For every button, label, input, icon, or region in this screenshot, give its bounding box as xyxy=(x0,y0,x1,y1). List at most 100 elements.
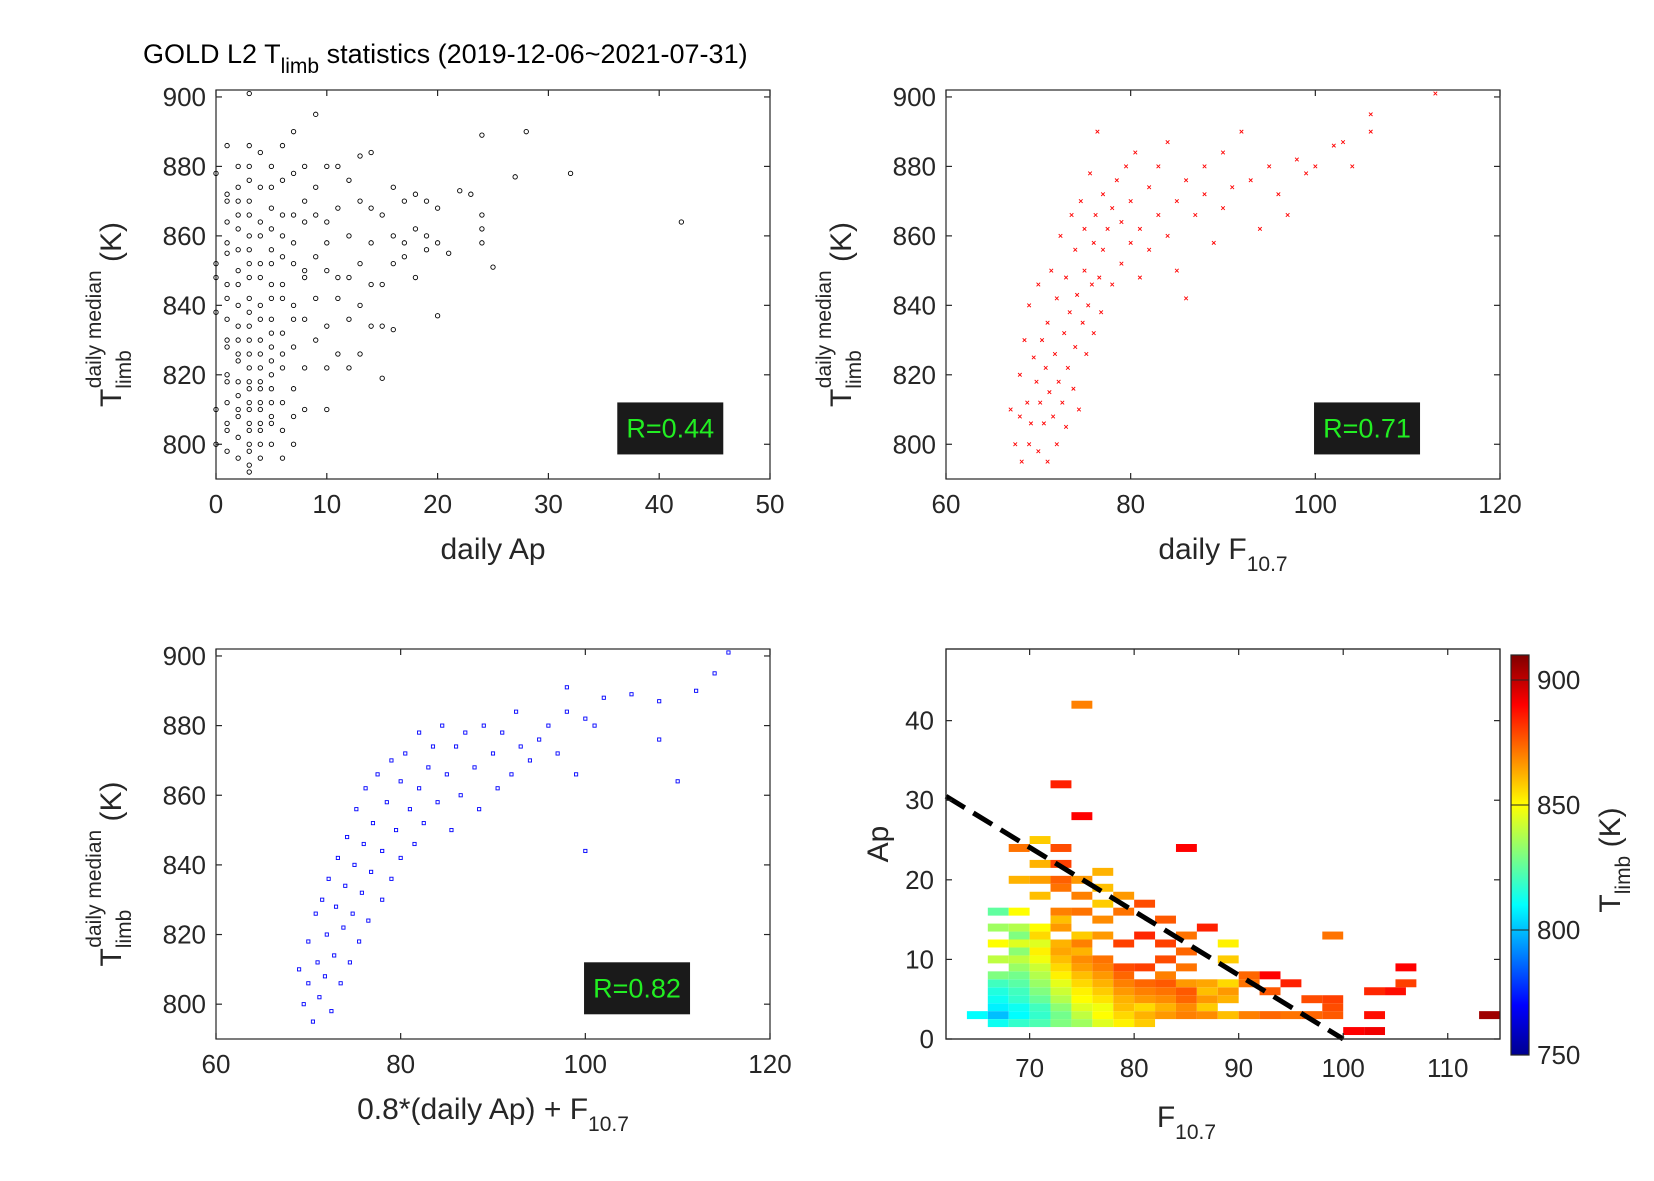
data-point xyxy=(324,163,330,170)
data-point xyxy=(224,219,230,225)
y-tick-label: 820 xyxy=(163,920,206,950)
data-point xyxy=(224,250,230,256)
data-point xyxy=(257,274,263,281)
data-point xyxy=(357,302,363,308)
data-point xyxy=(246,142,252,149)
heatmap-cell xyxy=(1134,963,1156,972)
data-point xyxy=(246,212,252,218)
heatmap-cell xyxy=(1029,1003,1051,1012)
heatmap-cell xyxy=(1029,947,1051,956)
data-point xyxy=(313,212,319,218)
data-point xyxy=(326,876,331,881)
data-point xyxy=(290,316,297,322)
data-point xyxy=(257,337,263,343)
data-point xyxy=(1128,199,1133,204)
data-point xyxy=(306,939,311,944)
x-tick-label: 50 xyxy=(756,489,785,519)
data-point xyxy=(1119,219,1124,225)
data-point xyxy=(224,337,230,343)
data-point xyxy=(417,730,422,735)
data-point xyxy=(235,455,241,461)
data-point xyxy=(1063,275,1069,280)
heatmap-cell xyxy=(1050,844,1072,852)
heatmap-cell xyxy=(1175,1011,1197,1020)
x-tick-label: 30 xyxy=(534,489,563,519)
data-point xyxy=(601,695,606,700)
data-point xyxy=(268,205,275,211)
data-point xyxy=(290,240,297,246)
heatmap-cell xyxy=(1155,939,1176,948)
heatmap-cell xyxy=(1050,780,1072,789)
heatmap-cell xyxy=(1008,971,1030,980)
heatmap-cell xyxy=(1092,1019,1114,1028)
heatmap-cell xyxy=(987,971,1009,980)
data-point xyxy=(257,406,263,413)
data-point xyxy=(574,772,579,777)
data-point xyxy=(449,828,454,833)
data-point xyxy=(657,699,662,704)
colorbar-tick-label: 800 xyxy=(1537,915,1580,945)
data-point xyxy=(213,441,219,447)
heatmap-cell xyxy=(1092,915,1114,924)
heatmap-cell xyxy=(987,1011,1009,1020)
heatmap-cell xyxy=(1196,923,1218,932)
data-point xyxy=(1025,400,1030,405)
data-point xyxy=(444,772,449,777)
data-point xyxy=(224,295,230,302)
data-point xyxy=(1063,424,1069,430)
heatmap-cell xyxy=(1008,987,1030,996)
colorbar-tick-label: 900 xyxy=(1537,665,1580,695)
data-point xyxy=(369,869,374,874)
y-axis-label: Tlimbdaily median (K) xyxy=(813,222,866,407)
data-point xyxy=(512,174,518,180)
heatmap-cell xyxy=(1029,995,1051,1004)
data-point xyxy=(268,330,275,336)
data-point xyxy=(523,129,529,135)
data-point xyxy=(454,744,459,749)
data-point xyxy=(290,344,297,350)
data-point xyxy=(352,862,357,867)
heatmap-cell xyxy=(1071,939,1093,948)
y-tick-label: 20 xyxy=(905,865,934,895)
data-point xyxy=(279,399,286,406)
data-point xyxy=(514,709,519,714)
data-point xyxy=(368,281,374,288)
data-point xyxy=(346,316,352,322)
heatmap-cell xyxy=(1071,875,1093,884)
x-axis-label: daily Ap xyxy=(440,533,545,566)
heatmap-cell xyxy=(1134,931,1156,940)
x-tick-label: 120 xyxy=(748,1049,791,1079)
data-point xyxy=(657,737,662,742)
data-point xyxy=(435,800,440,805)
data-point xyxy=(350,911,355,916)
x-tick-label: 60 xyxy=(932,489,961,519)
data-point xyxy=(257,316,263,322)
heatmap-cell xyxy=(1479,1011,1500,1020)
x-tick-label: 120 xyxy=(1478,489,1521,519)
data-point xyxy=(301,267,308,274)
heatmap-cell xyxy=(1071,812,1093,821)
data-point xyxy=(1239,129,1244,134)
data-point xyxy=(346,365,352,371)
heatmap-cell xyxy=(987,979,1009,988)
data-point xyxy=(384,800,389,805)
heatmap-cell xyxy=(1175,963,1197,972)
data-point xyxy=(1026,442,1032,447)
data-point xyxy=(495,786,500,791)
r-annotation: R=0.44 xyxy=(626,413,714,443)
heatmap-cell xyxy=(1092,899,1114,908)
data-point xyxy=(479,240,485,246)
data-point xyxy=(1087,171,1093,176)
data-point xyxy=(1082,226,1087,232)
y-axis-label: Ap xyxy=(862,826,895,863)
heatmap-cell xyxy=(1113,1019,1135,1028)
heatmap-cell xyxy=(1092,931,1114,940)
y-tick-label: 860 xyxy=(163,780,206,810)
data-point xyxy=(246,420,252,427)
data-point xyxy=(1267,164,1272,169)
y-tick-label: 860 xyxy=(893,221,936,251)
data-point xyxy=(246,427,252,434)
data-point xyxy=(301,406,308,413)
heatmap-cell xyxy=(1008,1019,1030,1028)
data-point xyxy=(257,455,263,461)
